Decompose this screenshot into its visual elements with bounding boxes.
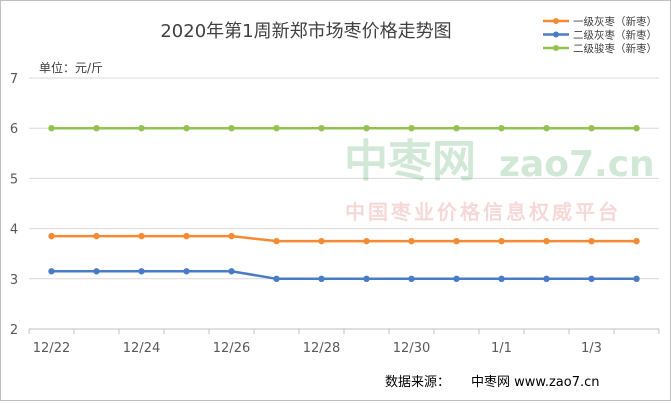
data-point xyxy=(633,125,640,132)
legend-marker xyxy=(553,18,559,24)
data-point xyxy=(138,125,145,132)
data-point xyxy=(318,125,325,132)
data-point xyxy=(588,237,595,245)
data-point xyxy=(228,125,235,132)
y-tick-label: 2 xyxy=(10,323,18,338)
x-tick-label: 12/22 xyxy=(33,341,70,356)
data-point xyxy=(318,237,325,245)
data-point xyxy=(543,125,550,132)
data-point xyxy=(183,232,190,240)
data-point xyxy=(588,275,595,282)
watermark-domain: zao7.cn xyxy=(499,144,655,185)
series-3 xyxy=(48,125,640,132)
unit-label: 单位：元/斤 xyxy=(39,60,103,75)
data-point xyxy=(408,237,415,245)
y-tick-label: 4 xyxy=(10,223,18,238)
data-point xyxy=(588,125,595,132)
data-point xyxy=(93,268,100,275)
series-2 xyxy=(48,268,640,282)
data-point xyxy=(273,275,280,282)
data-point xyxy=(453,237,460,245)
legend-marker xyxy=(553,45,559,51)
data-point xyxy=(93,232,100,240)
x-tick-label: 12/26 xyxy=(213,341,250,356)
source-value: 中枣网 www.zao7.cn xyxy=(471,375,600,390)
x-tick-label: 12/30 xyxy=(393,341,430,356)
data-point xyxy=(543,275,550,282)
data-point xyxy=(93,125,100,132)
watermark: 中枣网 zao7.cn 中国枣业价格信息权威平台 xyxy=(344,136,655,224)
data-point xyxy=(408,275,415,282)
legend-marker xyxy=(553,31,559,38)
data-point xyxy=(228,268,235,275)
series-lines xyxy=(48,125,640,282)
data-point xyxy=(363,275,370,282)
data-point xyxy=(633,275,640,282)
y-tick-label: 7 xyxy=(10,72,18,87)
y-axis-ticks: 2 3 4 5 6 7 xyxy=(10,72,18,338)
data-point xyxy=(228,232,235,240)
y-tick-label: 5 xyxy=(10,172,18,187)
data-point xyxy=(138,268,145,275)
series-line xyxy=(51,270,637,281)
data-point xyxy=(363,125,370,132)
series-1 xyxy=(48,232,640,245)
x-tick-label: 1/1 xyxy=(491,341,512,356)
legend-item: 一级灰枣（新枣） xyxy=(543,15,657,28)
legend-label: 二级骏枣（新枣） xyxy=(573,42,657,55)
data-point xyxy=(363,237,370,245)
data-point xyxy=(138,232,145,240)
data-point xyxy=(453,125,460,132)
data-point xyxy=(318,275,325,282)
y-tick-label: 3 xyxy=(10,273,18,288)
watermark-slogan: 中国枣业价格信息权威平台 xyxy=(345,200,621,224)
data-point xyxy=(453,275,460,282)
y-tick-label: 6 xyxy=(10,122,18,137)
watermark-cn: 中枣网 xyxy=(344,136,476,187)
data-point xyxy=(498,275,505,282)
data-point xyxy=(183,268,190,275)
x-tick-label: 12/24 xyxy=(123,341,160,356)
data-point xyxy=(183,125,190,132)
data-point xyxy=(48,232,55,240)
data-point xyxy=(48,268,55,275)
x-tick-label: 12/28 xyxy=(303,341,340,356)
x-tick-label: 1/3 xyxy=(581,341,602,356)
x-axis-ticks: 12/22 12/24 12/26 12/28 12/30 1/1 1/3 xyxy=(28,329,660,356)
data-point xyxy=(633,237,640,245)
data-point xyxy=(273,125,280,132)
source-label: 数据来源： xyxy=(385,375,450,390)
chart-title: 2020年第1周新郑市场枣价格走势图 xyxy=(160,21,451,42)
data-point xyxy=(498,237,505,245)
data-point xyxy=(498,125,505,132)
legend-item: 二级灰枣（新枣） xyxy=(543,29,657,42)
data-point xyxy=(408,125,415,132)
legend-label: 一级灰枣（新枣） xyxy=(573,15,657,28)
data-point xyxy=(273,237,280,245)
data-point xyxy=(543,237,550,245)
legend-item: 二级骏枣（新枣） xyxy=(543,42,657,55)
data-point xyxy=(48,125,55,132)
legend-label: 二级灰枣（新枣） xyxy=(573,29,657,42)
legend: 一级灰枣（新枣）二级灰枣（新枣）二级骏枣（新枣） xyxy=(543,15,657,55)
series-line xyxy=(51,234,637,243)
